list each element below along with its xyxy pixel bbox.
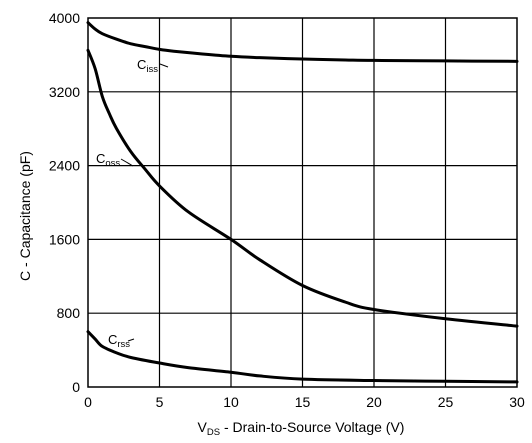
series-label-leader — [159, 63, 169, 68]
series-label-ciss: Ciss — [137, 57, 158, 75]
y-tick-label: 0 — [72, 379, 80, 395]
series-label-crss: Crss — [108, 332, 130, 350]
plot-frame — [87, 17, 518, 388]
y-axis-label: C - Capacitance (pF) — [17, 151, 33, 281]
series-label-leader — [120, 158, 134, 167]
x-tick-label: 5 — [156, 394, 164, 410]
y-tick-label: 4000 — [49, 10, 80, 26]
x-tick-label: 25 — [438, 394, 454, 410]
y-tick-label: 2400 — [49, 158, 80, 174]
grid — [88, 18, 517, 387]
y-tick-label: 1600 — [49, 231, 80, 247]
series-labels: Ciss Coss Crss — [96, 57, 158, 350]
series-label-coss: Coss — [96, 151, 120, 169]
series-label-leader — [127, 338, 135, 342]
x-tick-label: 10 — [223, 394, 239, 410]
x-tick-label: 20 — [366, 394, 382, 410]
series-line-coss — [86, 48, 519, 328]
x-tick-label: 0 — [84, 394, 92, 410]
tick-labels: 0 5 10 15 20 25 30 0 800 1600 2400 3200 4000 — [49, 10, 525, 410]
series-line-ciss — [86, 21, 519, 63]
x-tick-label: 15 — [295, 394, 311, 410]
y-tick-label: 800 — [57, 305, 81, 321]
x-tick-label: 30 — [509, 394, 525, 410]
x-axis-label: VDS - Drain-to-Source Voltage (V) — [198, 419, 405, 438]
y-tick-label: 3200 — [49, 84, 80, 100]
series-layer — [86, 21, 519, 384]
series-line-crss — [86, 330, 519, 384]
